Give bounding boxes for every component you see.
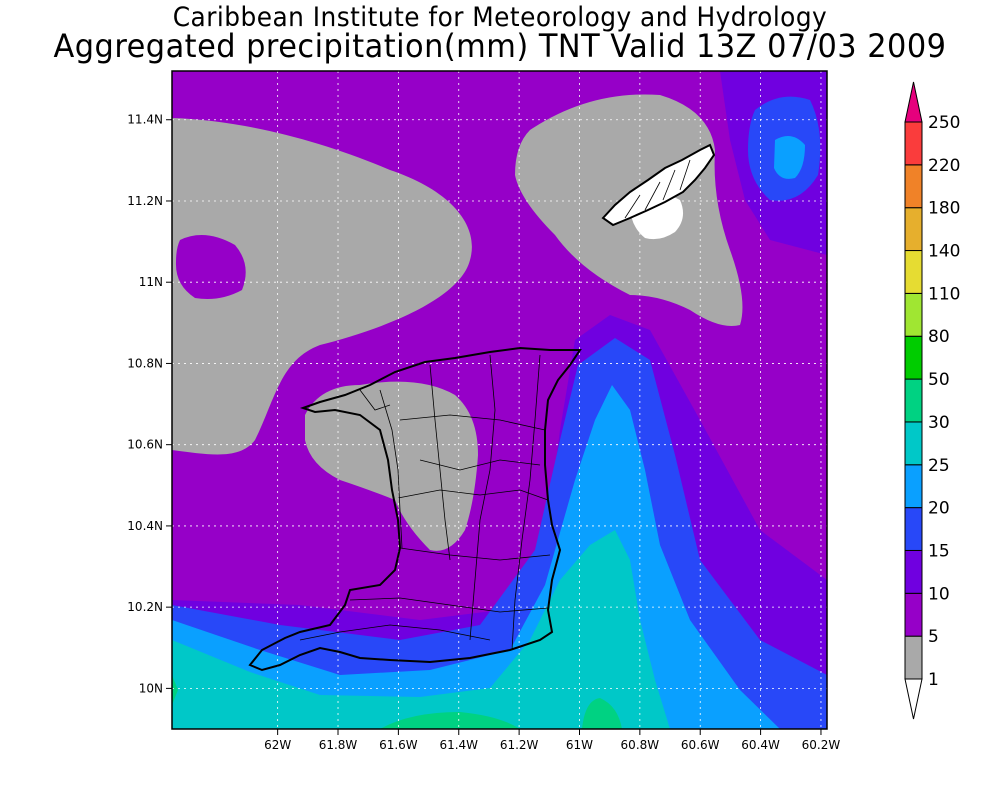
chart-title: Caribbean Institute for Meteorology and … bbox=[172, 2, 828, 33]
tick-label-lon: 61.8W bbox=[319, 738, 358, 752]
colorbar-label: 5 bbox=[928, 627, 939, 647]
precipitation-fields bbox=[172, 71, 827, 729]
field-1-5-north-west bbox=[172, 118, 472, 455]
colorbar-swatch bbox=[904, 121, 923, 166]
colorbar-label: 180 bbox=[928, 199, 960, 219]
tick-label-lon: 61W bbox=[566, 738, 593, 752]
colorbar-swatch bbox=[904, 635, 923, 680]
field-25-30 bbox=[172, 530, 670, 729]
colorbar-swatch bbox=[904, 507, 923, 551]
colorbar-swatch bbox=[904, 164, 923, 209]
tick-label-lat: 10.6N bbox=[127, 438, 163, 452]
trinidad-boundaries bbox=[299, 354, 551, 651]
colorbar-swatch bbox=[904, 335, 923, 380]
tick-label-lon: 61.2W bbox=[500, 738, 539, 752]
colorbar-label: 1 bbox=[928, 670, 939, 690]
chart-subtitle: Aggregated precipitation(mm) TNT Valid 1… bbox=[53, 27, 947, 65]
tick-label-lon: 60.8W bbox=[621, 738, 660, 752]
colorbar-swatch bbox=[904, 250, 923, 294]
tobago-boundaries bbox=[624, 159, 691, 219]
colorbar-label: 140 bbox=[928, 242, 960, 262]
colorbar-label: 30 bbox=[928, 413, 950, 433]
tick-label-lon: 60.4W bbox=[741, 738, 780, 752]
colorbar-label: 20 bbox=[928, 499, 950, 519]
map-grid bbox=[172, 71, 827, 729]
colorbar-label: 10 bbox=[928, 584, 950, 604]
tick-label-lat: 11.4N bbox=[127, 113, 163, 127]
tick-label-lon: 61.6W bbox=[379, 738, 418, 752]
tick-label-lat: 10.4N bbox=[127, 519, 163, 533]
colorbar-label: 25 bbox=[928, 456, 950, 476]
colorbar-label: 110 bbox=[928, 284, 960, 304]
colorbar-label: 50 bbox=[928, 370, 950, 390]
colorbar-swatch-max bbox=[904, 81, 923, 123]
plot-frame bbox=[171, 70, 828, 730]
tick-label-lon: 60.2W bbox=[802, 738, 841, 752]
colorbar-swatch bbox=[904, 292, 923, 337]
tick-label-lon: 61.4W bbox=[439, 738, 478, 752]
tick-label-lon: 62W bbox=[264, 738, 291, 752]
trinidad-outline bbox=[248, 346, 582, 672]
colorbar-swatch bbox=[904, 464, 923, 509]
colorbar-label: 220 bbox=[928, 156, 960, 176]
tick-label-lon: 60.6W bbox=[681, 738, 720, 752]
tick-label-lat: 10N bbox=[139, 681, 163, 695]
field-5-10-pocket bbox=[175, 235, 246, 299]
field-1-5-central bbox=[305, 381, 478, 551]
colorbar-swatch bbox=[904, 378, 923, 423]
colorbar-label: 15 bbox=[928, 541, 950, 561]
colorbar-swatch bbox=[904, 421, 923, 466]
colorbar-swatch-min bbox=[904, 678, 923, 720]
colorbar-swatch bbox=[904, 592, 923, 637]
map-axes: 62W 61.8W 61.6W 61.4W 61.2W 61W 60.8W 60.6W 60.4… bbox=[127, 113, 840, 752]
colorbar-swatch bbox=[904, 207, 923, 252]
tick-label-lat: 11N bbox=[139, 275, 163, 289]
field-20-25-north-east bbox=[774, 136, 805, 179]
colorbar-label: 250 bbox=[928, 113, 960, 133]
colorbar-label: 80 bbox=[928, 327, 950, 347]
tick-label-lat: 11.2N bbox=[127, 194, 163, 208]
tick-label-lat: 10.8N bbox=[127, 356, 163, 370]
colorbar-swatch bbox=[904, 549, 923, 594]
tick-label-lat: 10.2N bbox=[127, 600, 163, 614]
